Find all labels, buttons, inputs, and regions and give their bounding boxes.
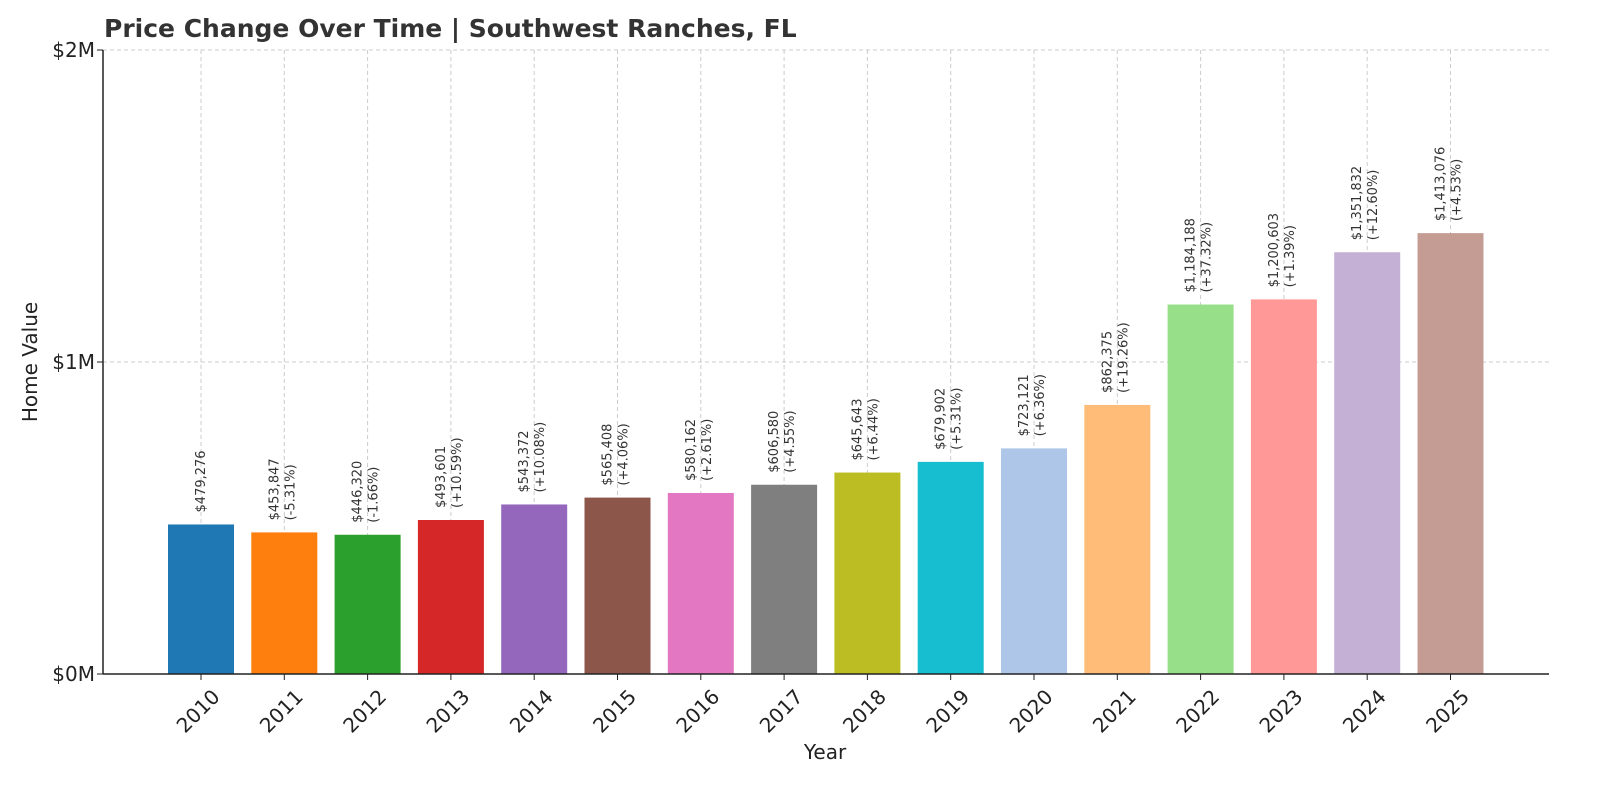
value-label-2014: $543,372 [517,430,532,492]
x-tick-label-2023: 2023 [1254,685,1307,738]
value-label-2021: $862,375 [1100,331,1115,393]
change-label-2011: (-5.31%) [283,464,298,520]
bar-2015 [584,497,651,674]
x-tick-label-2016: 2016 [671,685,724,738]
x-tick-label-2015: 2015 [588,685,641,738]
value-label-2015: $565,408 [601,424,616,486]
change-label-2013: (+10.59%) [450,437,465,508]
value-label-2017: $606,580 [767,411,782,473]
change-label-2017: (+4.55%) [783,410,798,472]
y-tick-label: $2M [52,38,95,62]
chart-title: Price Change Over Time | Southwest Ranch… [104,14,797,43]
change-label-2020: (+6.36%) [1033,374,1048,436]
value-label-2011: $453,847 [267,458,282,520]
x-tick-label-2025: 2025 [1421,685,1474,738]
value-label-2013: $493,601 [434,446,449,508]
x-tick-label-2012: 2012 [338,685,391,738]
bar-2025 [1417,233,1484,674]
bar-2011 [251,532,318,674]
change-label-2014: (+10.08%) [533,422,548,493]
value-label-2025: $1,413,076 [1434,147,1449,221]
bars [168,233,1484,675]
bar-2012 [334,534,401,674]
change-label-2025: (+4.53%) [1450,159,1465,221]
bar-2020 [1001,448,1067,674]
value-label-2020: $723,121 [1017,374,1032,436]
bar-2017 [751,484,818,674]
x-tick-label-2021: 2021 [1088,685,1141,738]
bar-2023 [1250,299,1317,674]
value-label-2024: $1,351,832 [1350,166,1365,240]
value-label-2019: $679,902 [934,388,949,450]
x-tick-label-2020: 2020 [1005,685,1058,738]
bar-2010 [168,524,234,674]
change-label-2022: (+37.32%) [1200,222,1215,293]
bar-2019 [917,461,984,674]
x-tick-label-2019: 2019 [921,685,974,738]
value-label-2012: $446,320 [351,461,366,523]
change-label-2024: (+12.60%) [1366,170,1381,241]
change-label-2012: (-1.66%) [367,467,382,523]
bar-2018 [834,472,901,674]
y-tick-label: $0M [52,662,95,686]
bar-2022 [1167,304,1234,674]
x-tick-label-2011: 2011 [255,685,308,738]
value-label-2022: $1,184,188 [1184,218,1199,292]
bar-2021 [1084,404,1151,674]
y-tick-label: $1M [52,350,95,374]
x-tick-label-2017: 2017 [755,685,808,738]
x-tick-label-2014: 2014 [505,685,558,738]
value-label-2016: $580,162 [684,419,699,481]
change-label-2016: (+2.61%) [700,419,715,481]
x-tick-label-2010: 2010 [172,685,225,738]
data-labels: $479,276 $453,847 (-5.31%) $446,320 (-1.66%)… [194,147,1465,523]
grid-lines [103,49,1549,674]
value-label-2023: $1,200,603 [1267,213,1282,287]
x-tick-label-2024: 2024 [1338,685,1391,738]
change-label-2015: (+4.06%) [617,423,632,485]
bar-2014 [501,504,568,674]
change-label-2018: (+6.44%) [866,398,881,460]
bar-2016 [667,492,734,674]
value-label-2018: $645,643 [850,399,865,461]
x-axis-title: Year [803,740,847,764]
change-label-2023: (+1.39%) [1283,225,1298,287]
change-label-2021: (+19.26%) [1116,322,1131,393]
value-label-2010: $479,276 [194,450,209,512]
change-label-2019: (+5.31%) [950,388,965,450]
x-tick-label-2018: 2018 [838,685,891,738]
bar-2013 [417,519,484,674]
x-tick-label-2013: 2013 [421,685,474,738]
x-tick-label-2022: 2022 [1171,685,1224,738]
bar-2024 [1334,252,1401,675]
y-axis-title: Home Value [18,302,42,422]
